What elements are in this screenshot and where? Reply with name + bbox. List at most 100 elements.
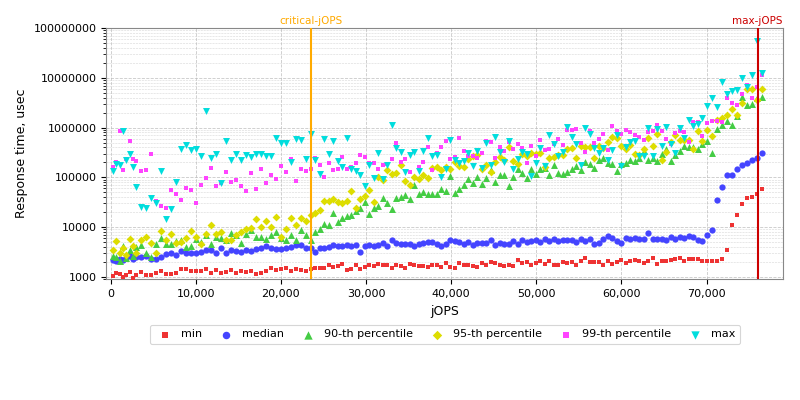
99-th percentile <box>305 166 318 172</box>
max <box>435 173 448 180</box>
95-th percentile <box>408 173 421 180</box>
min <box>726 222 738 228</box>
95-th percentile <box>678 137 690 143</box>
min <box>511 257 524 264</box>
90-th percentile <box>185 243 198 249</box>
max <box>475 165 488 172</box>
median <box>516 236 529 243</box>
max <box>341 134 354 141</box>
min <box>381 262 394 268</box>
90-th percentile <box>336 215 349 221</box>
min <box>110 270 122 276</box>
90-th percentile <box>458 181 470 188</box>
90-th percentile <box>345 212 358 218</box>
median <box>210 250 222 256</box>
95-th percentile <box>592 143 605 149</box>
min <box>444 264 457 270</box>
99-th percentile <box>726 100 738 107</box>
99-th percentile <box>642 129 654 135</box>
max <box>225 157 238 164</box>
95-th percentile <box>358 192 371 199</box>
95-th percentile <box>314 206 326 213</box>
median <box>336 243 349 249</box>
max <box>314 171 326 177</box>
99-th percentile <box>255 166 268 173</box>
99-th percentile <box>610 128 623 134</box>
min <box>114 271 126 277</box>
max <box>710 103 723 110</box>
90-th percentile <box>280 237 293 244</box>
95-th percentile <box>265 224 278 230</box>
max <box>506 166 519 172</box>
min <box>489 260 502 266</box>
90-th percentile <box>130 244 142 250</box>
max <box>295 137 308 144</box>
max <box>516 149 529 156</box>
90-th percentile <box>534 166 546 172</box>
max <box>502 138 515 145</box>
median <box>650 236 663 242</box>
99-th percentile <box>430 150 443 156</box>
99-th percentile <box>750 84 763 90</box>
median <box>309 248 322 255</box>
90-th percentile <box>502 183 515 189</box>
max <box>345 166 358 172</box>
99-th percentile <box>646 128 659 134</box>
min <box>130 272 142 278</box>
max <box>106 168 119 174</box>
90-th percentile <box>300 232 313 238</box>
95-th percentile <box>628 151 641 158</box>
99-th percentile <box>215 180 228 186</box>
median <box>435 243 448 249</box>
max <box>194 153 207 160</box>
max <box>145 195 158 201</box>
90-th percentile <box>314 226 326 232</box>
max <box>583 131 596 138</box>
90-th percentile <box>120 255 133 261</box>
max <box>547 140 560 147</box>
max <box>730 86 743 93</box>
90-th percentile <box>367 204 380 211</box>
95-th percentile <box>735 100 748 106</box>
99-th percentile <box>220 169 233 175</box>
max <box>750 38 763 44</box>
99-th percentile <box>372 166 385 172</box>
90-th percentile <box>466 180 479 186</box>
median <box>750 154 763 161</box>
99-th percentile <box>484 139 497 146</box>
min <box>624 257 637 264</box>
95-th percentile <box>700 127 713 133</box>
min <box>350 262 362 268</box>
min <box>185 268 198 274</box>
max <box>642 125 654 132</box>
95-th percentile <box>381 167 394 173</box>
99-th percentile <box>444 156 457 162</box>
95-th percentile <box>475 165 488 172</box>
max <box>220 137 233 144</box>
max <box>619 144 632 150</box>
99-th percentile <box>354 152 366 158</box>
median <box>453 239 466 245</box>
90-th percentile <box>561 168 574 175</box>
95-th percentile <box>755 86 768 92</box>
median <box>520 238 533 245</box>
90-th percentile <box>305 237 318 243</box>
median <box>300 244 313 251</box>
median <box>280 244 293 251</box>
90-th percentile <box>696 141 709 148</box>
min <box>412 263 425 269</box>
median <box>200 247 213 254</box>
90-th percentile <box>673 147 686 154</box>
99-th percentile <box>399 156 412 162</box>
median <box>669 236 682 242</box>
max <box>117 127 130 134</box>
90-th percentile <box>642 156 654 163</box>
99-th percentile <box>290 178 302 184</box>
99-th percentile <box>110 159 122 166</box>
99-th percentile <box>746 95 758 101</box>
95-th percentile <box>633 152 646 159</box>
99-th percentile <box>403 169 416 175</box>
90-th percentile <box>341 213 354 220</box>
max <box>240 152 253 158</box>
90-th percentile <box>578 159 591 165</box>
